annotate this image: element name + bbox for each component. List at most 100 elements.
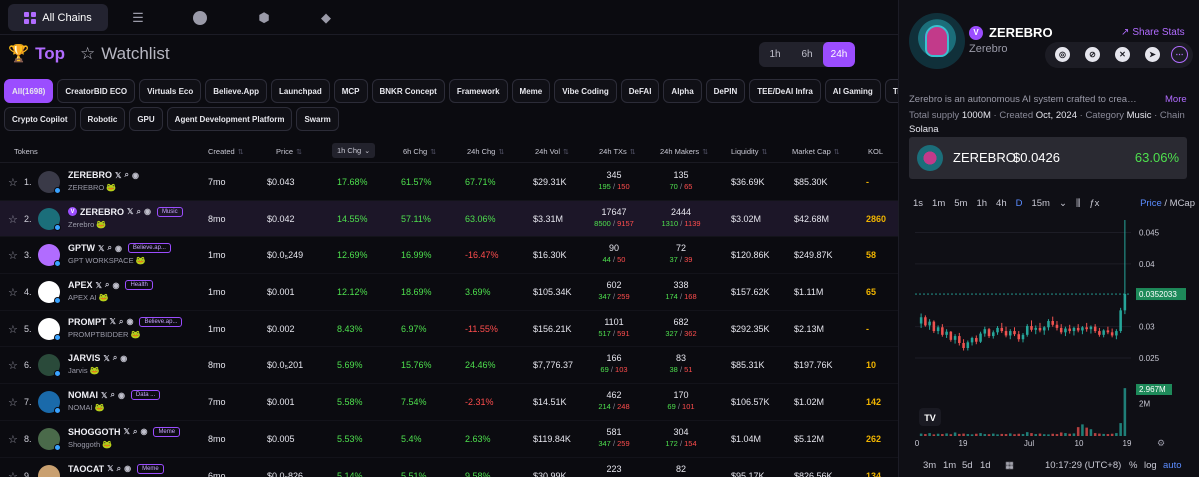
table-row[interactable]: ☆ 9. TAOCAT 𝕏 ⌕ ◉Meme TAOCAT 🐸 6mo $0.0₂… [0,458,898,477]
col-created[interactable]: Created ⇅ [208,147,244,156]
table-row[interactable]: ☆ 4. APEX 𝕏 ⌕ ◉ Health APEX AI 🐸 1mo $0.0… [0,274,898,311]
table-row[interactable]: ☆ 6. JARVIS 𝕏 ⌕ ◉ Jarvis 🐸 8mo $0.0₅201 … [0,347,898,385]
watchlist-star-icon[interactable]: ☆ [8,397,18,410]
x-twitter-icon[interactable]: 𝕏 [103,353,110,363]
x-twitter-icon[interactable]: 𝕏 [115,170,122,180]
watchlist-star-icon[interactable]: ☆ [8,433,18,446]
category-chip[interactable]: DePIN [705,79,746,103]
tab-top[interactable]: 🏆 Top [8,44,65,64]
token-symbol[interactable]: JARVIS 𝕏 ⌕ ◉ [68,353,128,364]
timeframe-24h[interactable]: 24h [823,42,855,67]
category-chip[interactable]: Robotic [79,107,126,131]
solana-icon[interactable]: ☰ [132,9,144,25]
category-chip[interactable]: Launchpad [271,79,330,103]
interval-1s[interactable]: 1s [913,197,924,209]
table-row[interactable]: ☆ 8. SHOGGOTH 𝕏 ⌕ ◉ Meme Shoggoth 🐸 8mo $… [0,421,898,458]
col-6h-chg[interactable]: 6h Chg ⇅ [403,147,437,156]
x-twitter-icon[interactable]: ✕ [1115,47,1130,62]
token-symbol[interactable]: APEX 𝕏 ⌕ ◉ Health [68,280,153,291]
category-chip[interactable]: Meme [511,79,551,103]
token-symbol[interactable]: ZEREBRO 𝕏 ⌕ ◉ [68,170,139,180]
interval-4h[interactable]: 4h [996,197,1007,209]
x-twitter-icon[interactable]: 𝕏 [107,464,114,473]
website-icon[interactable]: ◉ [117,390,125,400]
col-market-cap[interactable]: Market Cap ⇅ [792,147,840,156]
website-icon[interactable]: ◉ [140,427,148,437]
watchlist-star-icon[interactable]: ☆ [8,323,18,336]
x-twitter-icon[interactable]: 𝕏 [123,427,130,437]
website-icon[interactable]: ◉ [131,170,139,180]
category-chip[interactable]: Vibe Coding [554,79,617,103]
percent-toggle[interactable]: % [1129,459,1138,471]
price-chart[interactable]: 0.045 0.04 0.03 0.025 0.0352033 2.967M 2M 0 19 Ju… [899,210,1199,456]
search-icon[interactable]: ⌕ [112,353,118,363]
table-row[interactable]: ☆ 1. ZEREBRO 𝕏 ⌕ ◉ ZEREBRO 🐸 7mo $0.043 … [0,164,898,201]
category-chip[interactable]: GPU [129,107,163,131]
search-icon[interactable]: ⌕ [136,206,141,216]
range-3m[interactable]: 3m [923,459,937,471]
token-symbol[interactable]: PROMPT 𝕏 ⌕ ◉ Believe.ap... [68,316,183,327]
category-chip[interactable]: Framework [448,79,508,103]
watchlist-star-icon[interactable]: ☆ [8,470,18,477]
price-mcap-toggle[interactable]: Price / MCap [1140,197,1195,209]
tab-watchlist[interactable]: ☆ Watchlist [80,44,170,64]
bnb-icon[interactable] [188,4,212,31]
col-liquidity[interactable]: Liquidity ⇅ [731,147,768,156]
category-chip[interactable]: TEE/DeAI Infra [749,79,821,103]
ethereum-icon[interactable]: ◆ [321,9,331,25]
category-chip[interactable]: All(1698) [4,79,54,103]
table-row[interactable]: ☆ 5. PROMPT 𝕏 ⌕ ◉ Believe.ap... PROMPTBID… [0,311,898,348]
interval-1m[interactable]: 1m [932,197,946,209]
interval-15m[interactable]: 15m [1031,197,1050,209]
x-twitter-icon[interactable]: 𝕏 [127,207,134,217]
timeframe-1h[interactable]: 1h [769,49,781,60]
website-icon[interactable]: ◉ [114,243,122,253]
interval-1h[interactable]: 1h [976,197,988,209]
watchlist-star-icon[interactable]: ☆ [8,287,18,300]
category-chip[interactable]: Swarm [296,107,339,131]
col-kol[interactable]: KOL [868,147,884,156]
col-24h-txs[interactable]: 24h TXs ⇅ [599,147,636,156]
chain-all-tab[interactable]: All Chains [8,4,108,31]
website-icon[interactable]: ◉ [143,207,151,217]
category-chip[interactable]: AI Gaming [824,79,881,103]
x-twitter-icon[interactable]: 𝕏 [101,390,108,400]
token-symbol[interactable]: NOMAI 𝕏 ⌕ ◉ Data ... [68,390,161,401]
category-chip[interactable]: Trading [884,79,898,103]
timeframe-6h[interactable]: 6h [801,49,813,60]
watchlist-star-icon[interactable]: ☆ [8,250,18,263]
token-symbol[interactable]: V ZEREBRO 𝕏 ⌕ ◉ Music [68,206,183,217]
token-symbol[interactable]: SHOGGOTH 𝕏 ⌕ ◉ Meme [68,426,181,437]
search-icon[interactable]: ⌕ [110,390,115,400]
range-1m[interactable]: 1m [943,459,957,471]
watchlist-star-icon[interactable]: ☆ [8,213,18,226]
category-chip[interactable]: CreatorBID ECO [57,79,136,103]
explorer-icon[interactable]: ⊘ [1085,47,1100,62]
interval-d[interactable]: D [1015,197,1023,209]
table-row[interactable]: ☆ 2. V ZEREBRO 𝕏 ⌕ ◉ Music Zerebro 🐸 8mo $… [0,200,898,238]
search-icon[interactable]: ⌕ [118,316,124,326]
table-row[interactable]: ☆ 7. NOMAI 𝕏 ⌕ ◉ Data ... NOMAI 🐸 7mo $0.… [0,384,898,421]
search-icon[interactable]: ⌕ [107,243,112,253]
website-icon[interactable]: ◉ [124,464,132,473]
category-chip[interactable]: Believe.App [205,79,268,103]
website-icon[interactable]: ◉ [126,317,134,327]
watchlist-star-icon[interactable]: ☆ [8,177,18,189]
interval-5m[interactable]: 5m [954,197,968,209]
range-5d[interactable]: 5d [962,459,973,471]
share-stats-button[interactable]: ↗ Share Stats [1121,27,1185,38]
candle-type-icon[interactable]: ⫼ [1075,197,1081,209]
search-icon[interactable]: ⌕ [104,280,110,290]
website-icon[interactable]: ◎ [1055,47,1070,62]
log-toggle[interactable]: log [1144,459,1157,471]
watchlist-star-icon[interactable]: ☆ [8,360,18,373]
table-row[interactable]: ☆ 3. GPTW 𝕏 ⌕ ◉ Believe.ap... GPT WORKSPA… [0,237,898,275]
auto-toggle[interactable]: auto [1163,459,1182,471]
category-chip[interactable]: Crypto Copilot [4,107,76,131]
category-chip[interactable]: BNKR Concept [371,79,445,103]
base-icon[interactable]: ⬢ [258,9,270,25]
range-1d[interactable]: 1d [980,459,991,471]
more-icon[interactable]: ⋯ [1171,46,1188,63]
category-chip[interactable]: MCP [333,79,368,103]
category-chip[interactable]: DeFAI [620,79,660,103]
